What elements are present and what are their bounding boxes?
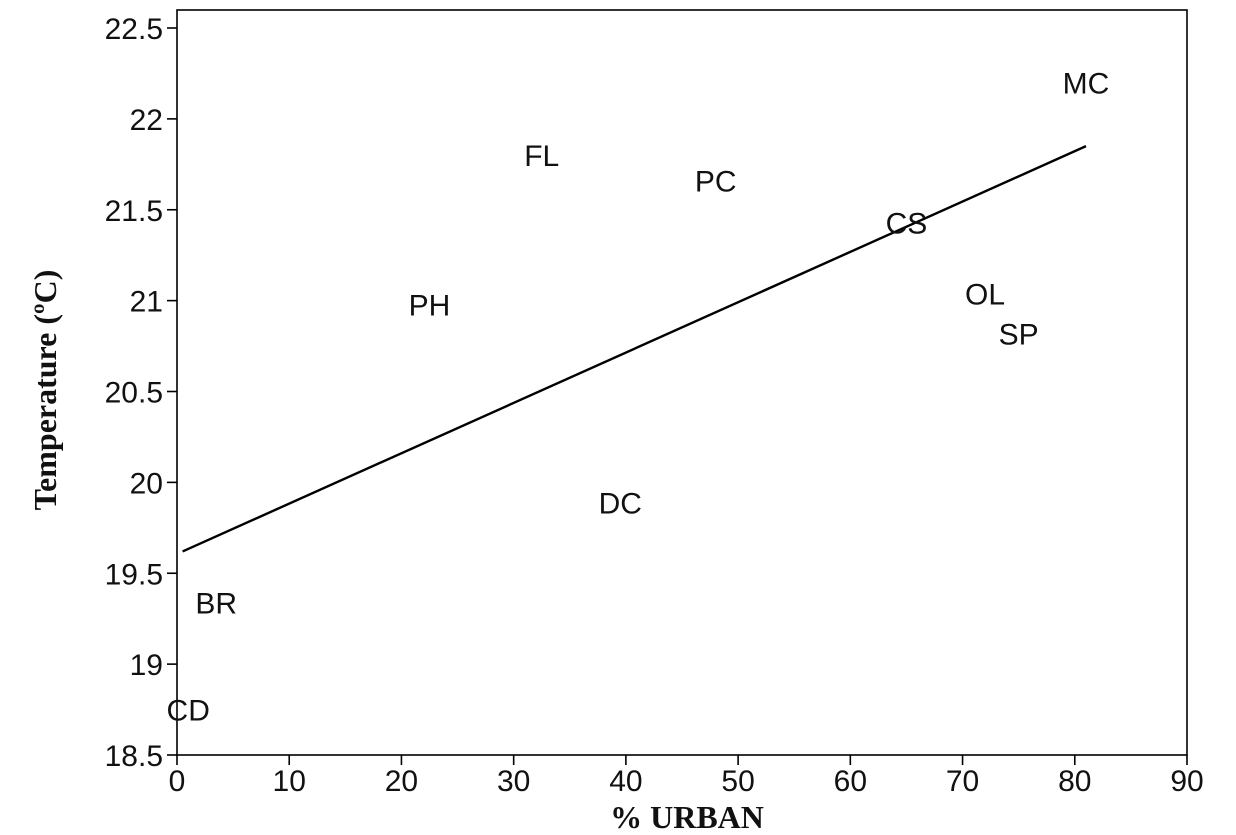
point-label-cd: CD [167, 695, 210, 728]
point-label-ol: OL [965, 278, 1005, 311]
y-tick-label: 18.5 [105, 740, 163, 773]
point-label-dc: DC [599, 487, 642, 520]
y-tick-label: 22 [130, 104, 163, 137]
y-tick-label: 22.5 [105, 13, 163, 46]
x-tick-label: 0 [169, 765, 186, 798]
y-tick-label: 21 [130, 286, 163, 319]
y-tick-label: 20.5 [105, 377, 163, 410]
x-tick-label: 70 [946, 765, 979, 798]
x-axis-ticks: 0 10 20 30 40 50 60 70 80 90 [169, 755, 1204, 798]
y-tick-label: 19 [130, 649, 163, 682]
x-tick-label: 50 [721, 765, 754, 798]
point-label-br: BR [195, 587, 237, 620]
trendline-group [182, 145, 1087, 553]
x-axis-title: % URBAN [610, 799, 764, 835]
y-axis-title: Temperature (ºC) [27, 270, 63, 511]
point-label-pc: PC [695, 166, 737, 199]
point-label-sp: SP [999, 318, 1039, 351]
plot-frame [176, 9, 1188, 756]
y-tick-label: 20 [130, 467, 163, 500]
y-axis-ticks: 18.5 19 19.5 20 20.5 21 21.5 22 22.5 [105, 13, 177, 773]
regression-line [182, 145, 1087, 553]
y-tick-label: 19.5 [105, 558, 163, 591]
x-tick-label: 60 [834, 765, 867, 798]
x-tick-label: 90 [1170, 765, 1203, 798]
point-label-fl: FL [524, 140, 559, 173]
data-points: MC FL PC CS OL SP PH DC BR CD [167, 68, 1110, 728]
x-tick-label: 20 [385, 765, 418, 798]
x-tick-label: 10 [273, 765, 306, 798]
y-tick-label: 21.5 [105, 195, 163, 228]
x-tick-label: 40 [609, 765, 642, 798]
x-tick-label: 30 [497, 765, 530, 798]
point-label-ph: PH [409, 289, 451, 322]
point-label-cs: CS [886, 207, 928, 240]
x-tick-label: 80 [1058, 765, 1091, 798]
point-label-mc: MC [1063, 68, 1110, 101]
